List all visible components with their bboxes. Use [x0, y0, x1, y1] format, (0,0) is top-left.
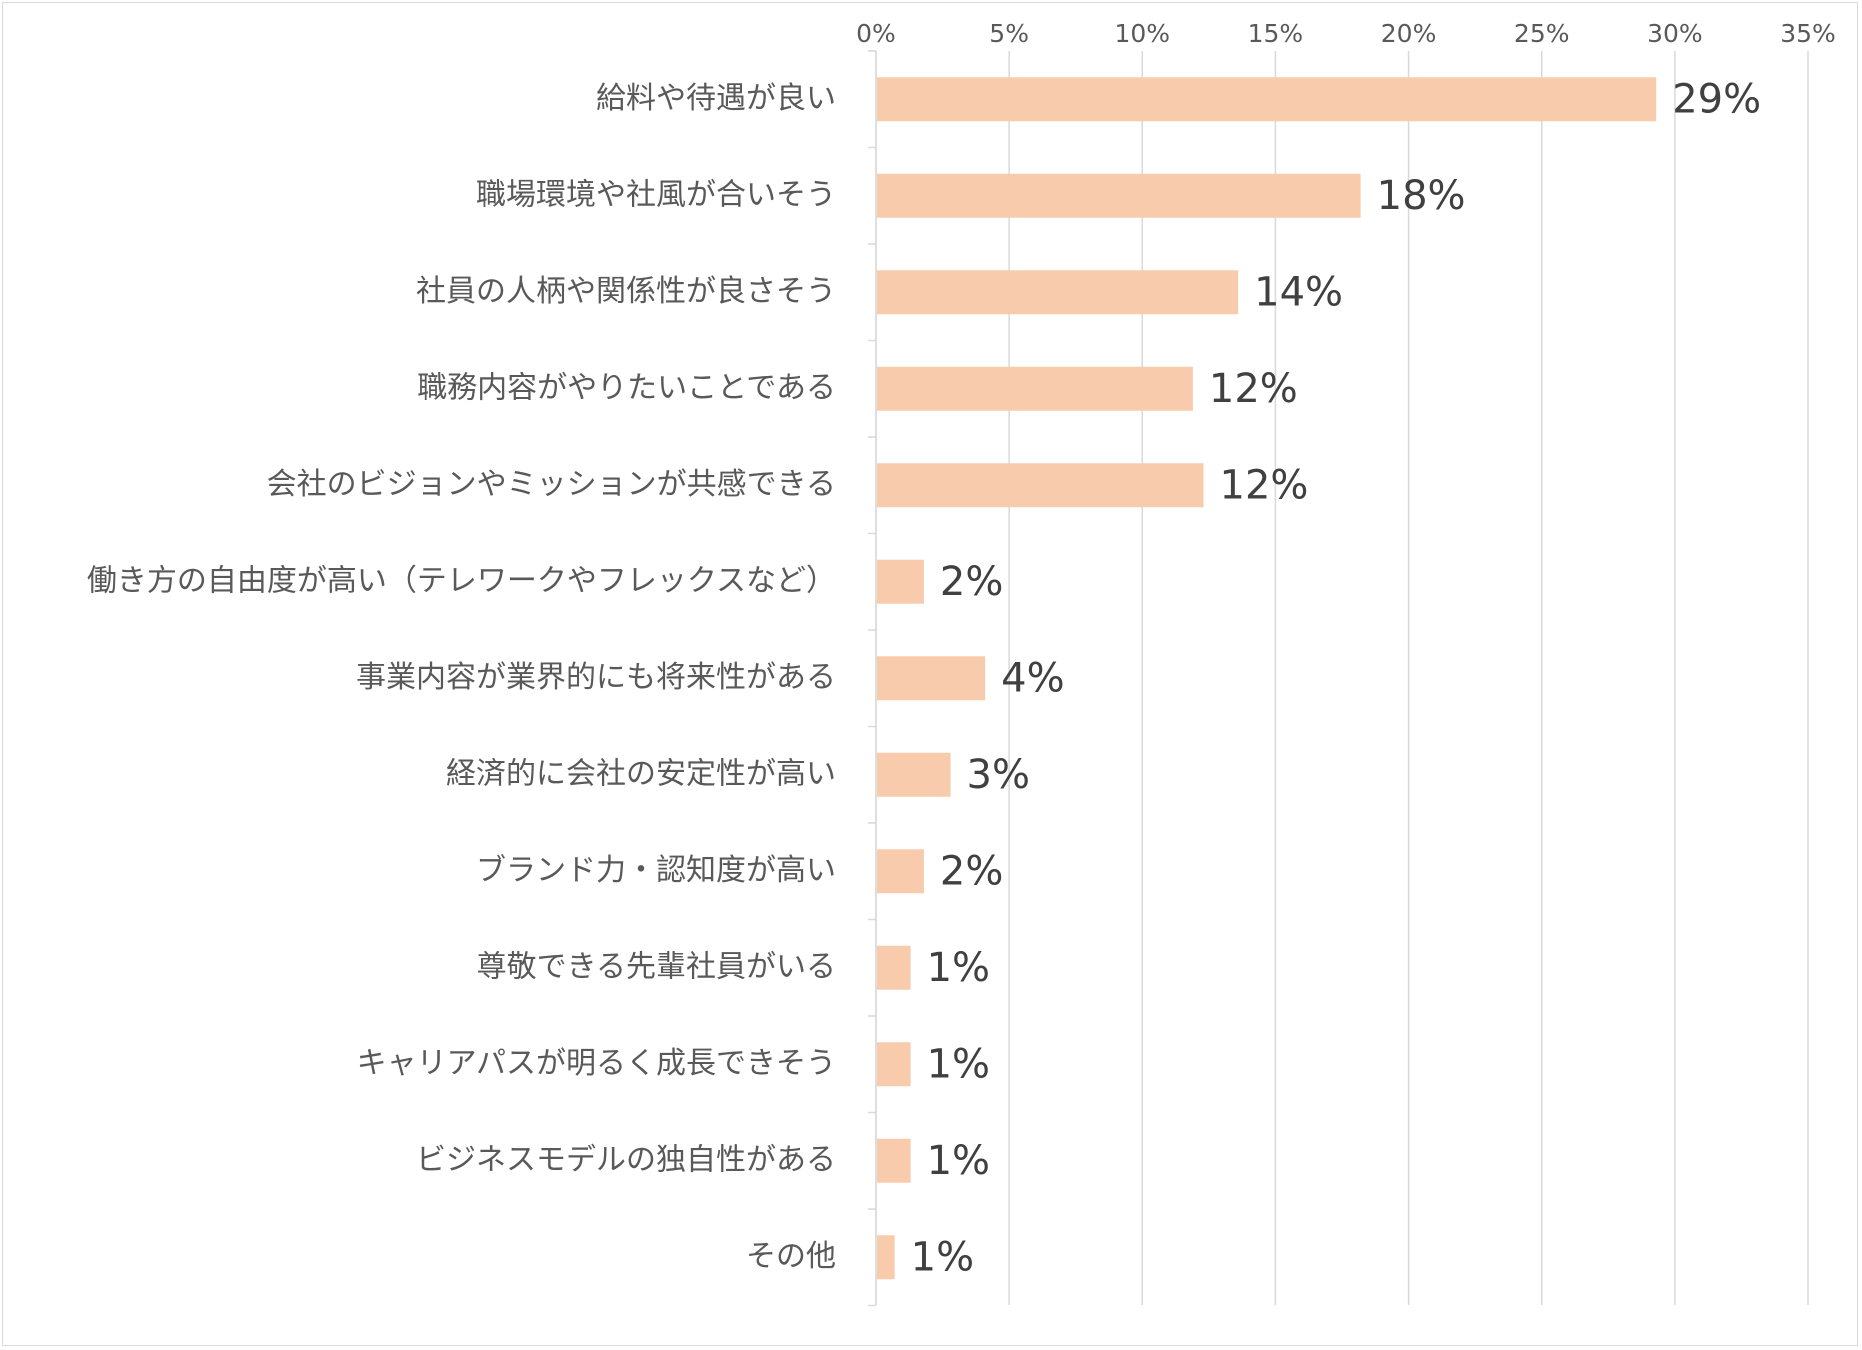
bar	[877, 945, 911, 990]
x-tick-label: 5%	[989, 19, 1029, 48]
bars	[877, 77, 1657, 1280]
data-label: 1%	[927, 945, 990, 991]
x-axis: 0% 5% 10% 15% 20% 25% 30% 35%	[856, 19, 1836, 1307]
x-tick-label: 35%	[1780, 19, 1836, 48]
data-label: 14%	[1254, 269, 1343, 315]
category-label: 職務内容がやりたいことである	[417, 370, 836, 405]
gridlines	[875, 51, 1809, 1305]
x-tick-label: 10%	[1114, 19, 1170, 48]
category-label: キャリアパスが明るく成長できそう	[357, 1046, 836, 1081]
x-tick-label: 30%	[1647, 19, 1703, 48]
category-label: 給料や待遇が良い	[596, 81, 836, 116]
category-label: その他	[746, 1239, 836, 1274]
bar-chart: 0% 5% 10% 15% 20% 25% 30% 35% 給料や待遇が良い職場環境や社風が合…	[87, 19, 1836, 1307]
category-label: 尊敬できる先輩社員がいる	[477, 949, 836, 984]
x-tick-label: 25%	[1514, 19, 1570, 48]
data-label: 18%	[1377, 173, 1466, 219]
data-label: 2%	[940, 559, 1003, 605]
bar	[877, 463, 1204, 508]
data-label: 3%	[967, 752, 1030, 798]
x-tick-label: 20%	[1381, 19, 1437, 48]
data-label: 29%	[1672, 76, 1761, 122]
category-label: ビジネスモデルの独自性がある	[416, 1142, 836, 1177]
bar	[877, 656, 986, 701]
bar	[877, 77, 1657, 122]
category-labels: 給料や待遇が良い職場環境や社風が合いそう社員の人柄や関係性が良さそう職務内容がや…	[87, 81, 836, 1274]
category-label: ブランド力・認知度が高い	[476, 853, 836, 888]
data-label: 12%	[1220, 462, 1309, 508]
category-label: 働き方の自由度が高い（テレワークやフレックスなど）	[87, 563, 836, 598]
data-label: 1%	[927, 1041, 990, 1087]
data-label: 2%	[940, 848, 1003, 894]
bar	[877, 849, 924, 894]
category-label: 職場環境や社風が合いそう	[476, 177, 836, 212]
bar	[877, 1042, 911, 1087]
bar	[877, 752, 951, 797]
bar	[877, 1138, 911, 1183]
category-label: 経済的に会社の安定性が高い	[446, 756, 836, 791]
category-label: 会社のビジョンやミッションが共感できる	[267, 467, 836, 502]
data-label: 1%	[911, 1234, 974, 1280]
x-tick-label: 15%	[1248, 19, 1304, 48]
bar	[877, 270, 1239, 315]
bar	[877, 1235, 895, 1280]
data-label: 4%	[1001, 655, 1064, 701]
category-label: 社員の人柄や関係性が良さそう	[416, 274, 836, 309]
data-label: 12%	[1209, 366, 1298, 412]
x-tick-label: 0%	[856, 19, 896, 48]
data-label: 1%	[927, 1138, 990, 1184]
bar	[877, 559, 924, 604]
bar	[877, 366, 1193, 411]
bar	[877, 173, 1361, 218]
category-label: 事業内容が業界的にも将来性がある	[356, 660, 836, 695]
data-labels: 29% 18% 14% 12% 12% 2% 4% 3% 2% 1% 1% 1% 1%	[911, 76, 1761, 1280]
